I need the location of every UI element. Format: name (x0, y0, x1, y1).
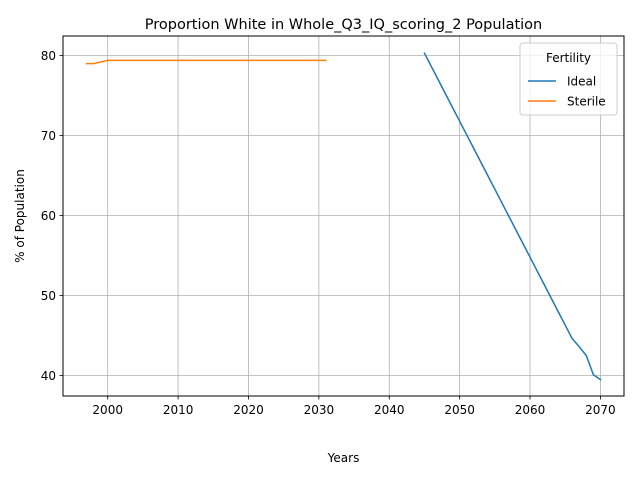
series-line-sterile (85, 59, 327, 65)
x-tick-label: 2040 (374, 403, 405, 417)
series-line-ideal (423, 52, 602, 381)
y-tick-label: 60 (41, 209, 56, 223)
y-tick-label: 50 (41, 289, 56, 303)
legend-label-sterile: Sterile (567, 95, 606, 109)
y-tick-label: 80 (41, 49, 56, 63)
y-tick-label: 40 (41, 369, 56, 383)
x-tick-label: 2010 (163, 403, 194, 417)
legend-title: Fertility (546, 51, 591, 65)
x-tick-label: 2000 (92, 403, 123, 417)
y-axis-label: % of Population (13, 169, 27, 263)
x-tick-label: 2060 (515, 403, 546, 417)
legend-label-ideal: Ideal (567, 75, 596, 89)
legend: Fertility Ideal Sterile (519, 42, 618, 116)
plot-series (85, 52, 602, 381)
x-tick-label: 2020 (233, 403, 264, 417)
x-tick-label: 2050 (444, 403, 475, 417)
y-tick-label: 70 (41, 129, 56, 143)
x-tick-label: 2070 (585, 403, 616, 417)
legend-entries: Ideal Sterile (528, 75, 606, 109)
axis-ticks: 2000 2010 2020 2030 2040 2050 2060 2070 40 50 60 70… (41, 49, 616, 417)
chart-title: Proportion White in Whole_Q3_IQ_scoring_… (145, 17, 543, 33)
x-axis-label: Years (327, 451, 360, 465)
x-tick-label: 2030 (304, 403, 335, 417)
legend-box (519, 42, 618, 116)
